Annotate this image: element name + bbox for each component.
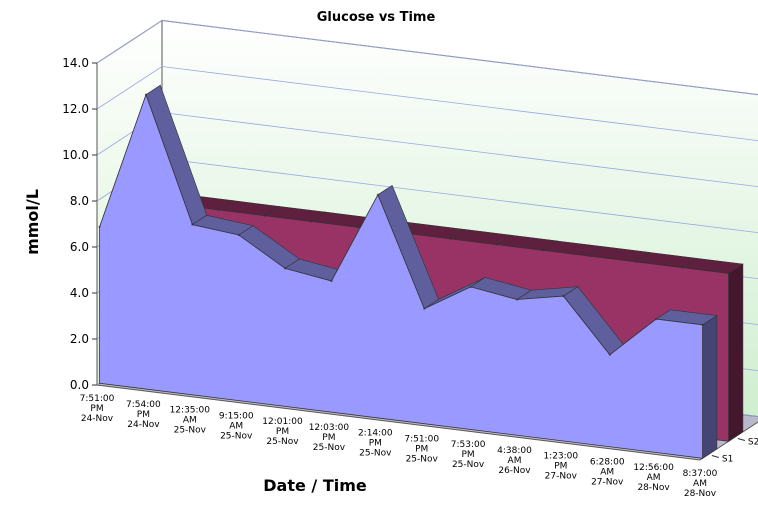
series-layer xyxy=(98,84,744,459)
series-s1-point xyxy=(515,298,519,301)
x-tick-label: 7:54:00 PM 24-Nov xyxy=(126,400,161,430)
series-s1-point xyxy=(283,267,287,270)
series-s1-point xyxy=(469,285,472,289)
series-s1-point xyxy=(144,93,148,96)
y-tick-label: 14.0 xyxy=(62,56,89,70)
series-s1-point xyxy=(330,279,333,283)
x-tick-label: 8:37:00 AM 28-Nov xyxy=(683,469,718,499)
series-s2-point xyxy=(588,254,591,258)
x-tick-label: 6:28:00 AM 27-Nov xyxy=(590,458,625,488)
series-axis-ticks: S1 S2 xyxy=(711,438,758,465)
y-tick-label: 10.0 xyxy=(62,148,89,162)
series-s1-point xyxy=(423,307,426,310)
series-s2-point xyxy=(727,272,730,275)
chart-title: Glucose vs Time xyxy=(317,10,436,25)
y-tick-label: 4.0 xyxy=(70,286,89,300)
x-tick-label: 4:38:00 AM 26-Nov xyxy=(497,446,532,476)
series-s2-point xyxy=(217,208,220,212)
series-s2-point xyxy=(449,237,452,240)
series-axis-label-s2: S2 xyxy=(748,438,758,448)
series-s2-end-cap xyxy=(728,263,744,442)
gridline xyxy=(96,20,758,96)
x-tick-label: 7:51:00 PM 25-Nov xyxy=(404,434,439,464)
series-s1 xyxy=(98,84,718,459)
series-s1-point xyxy=(655,317,658,321)
series-s2-point xyxy=(634,260,637,264)
x-tick-label: 12:35:00 AM 25-Nov xyxy=(170,406,211,436)
x-axis-label: Date / Time xyxy=(263,476,367,495)
gridline xyxy=(96,66,758,142)
series-s1-point xyxy=(562,294,565,298)
series-s2-point xyxy=(309,220,313,223)
x-axis-ticks: 7:51:00 PM 24-Nov 7:54:00 PM 24-Nov 12:35:00 AM… xyxy=(80,394,718,499)
x-tick-label: 2:14:00 PM 25-Nov xyxy=(358,429,393,459)
series-s2-point xyxy=(681,266,684,269)
x-tick-label: 12:01:00 PM 25-Nov xyxy=(262,417,303,447)
series-s1-point xyxy=(608,353,611,356)
y-tick-label: 6.0 xyxy=(70,240,89,254)
series-axis-label-s1: S1 xyxy=(722,455,733,465)
series-s1-end-cap xyxy=(702,315,718,459)
series-s1-point xyxy=(191,223,194,226)
y-tick-label: 2.0 xyxy=(70,332,89,346)
x-tick-label: 7:51:00 PM 24-Nov xyxy=(80,394,115,424)
series-s2-point xyxy=(263,214,266,217)
series-axis-tick xyxy=(711,455,720,459)
series-s1-point xyxy=(701,323,704,327)
y-tick-label: 12.0 xyxy=(62,102,89,116)
y-tick-label: 0.0 xyxy=(70,378,89,392)
x-tick-label: 1:23:00 PM 27-Nov xyxy=(543,452,578,482)
y-tick-label: 8.0 xyxy=(70,194,89,208)
y-axis-label: mmol/L xyxy=(23,189,42,255)
series-s1-point xyxy=(98,225,101,229)
series-axis-tick xyxy=(737,438,746,442)
series-s1-point xyxy=(237,233,240,237)
series-s2-point xyxy=(495,243,498,246)
series-s1-point xyxy=(376,193,380,196)
x-tick-label: 12:03:00 PM 25-Nov xyxy=(309,423,350,453)
x-tick-label: 9:15:00 AM 25-Nov xyxy=(219,411,254,441)
y-axis-ticks: 0.0 2.0 4.0 6.0 8.0 10.0 12.0 14.0 xyxy=(62,56,97,392)
x-tick-label: 12:56:00 AM 28-Nov xyxy=(633,463,674,493)
x-tick-label: 7:53:00 PM 25-Nov xyxy=(451,440,486,470)
series-s2-point xyxy=(356,226,359,229)
series-s2-point xyxy=(541,249,545,252)
